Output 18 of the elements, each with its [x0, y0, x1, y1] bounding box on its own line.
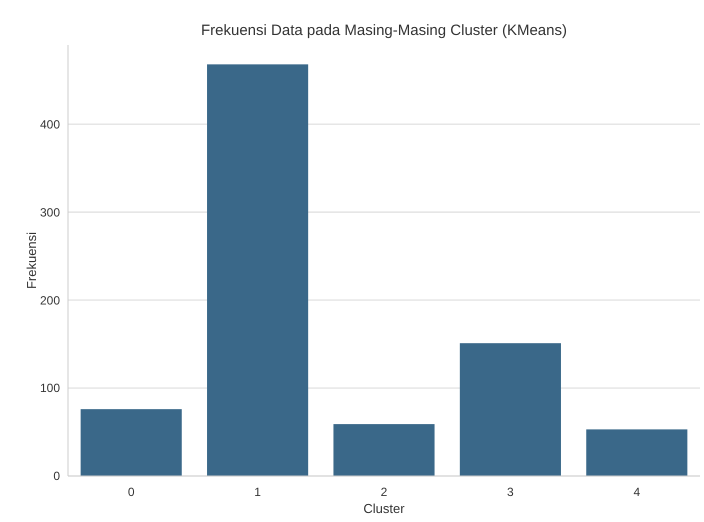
bar	[207, 64, 308, 476]
bar	[333, 424, 435, 476]
chart-title: Frekuensi Data pada Masing-Masing Cluster (KMeans)	[201, 22, 567, 39]
x-tick-label: 3	[507, 485, 514, 499]
y-tick-label: 100	[40, 381, 60, 396]
x-tick-label: 2	[380, 485, 388, 499]
x-axis-title: Cluster	[363, 501, 406, 516]
y-tick-label: 200	[40, 293, 60, 308]
x-tick-label: 4	[633, 485, 640, 499]
x-tick-label: 0	[128, 485, 135, 499]
x-tick-label: 1	[254, 485, 262, 499]
y-tick-label: 400	[40, 117, 60, 132]
y-tick-label: 300	[40, 205, 60, 220]
bar	[586, 429, 688, 476]
y-axis-title: Frekuensi	[24, 232, 39, 290]
bar	[460, 343, 561, 476]
y-tick-label: 0	[53, 469, 60, 484]
bar	[80, 409, 182, 476]
